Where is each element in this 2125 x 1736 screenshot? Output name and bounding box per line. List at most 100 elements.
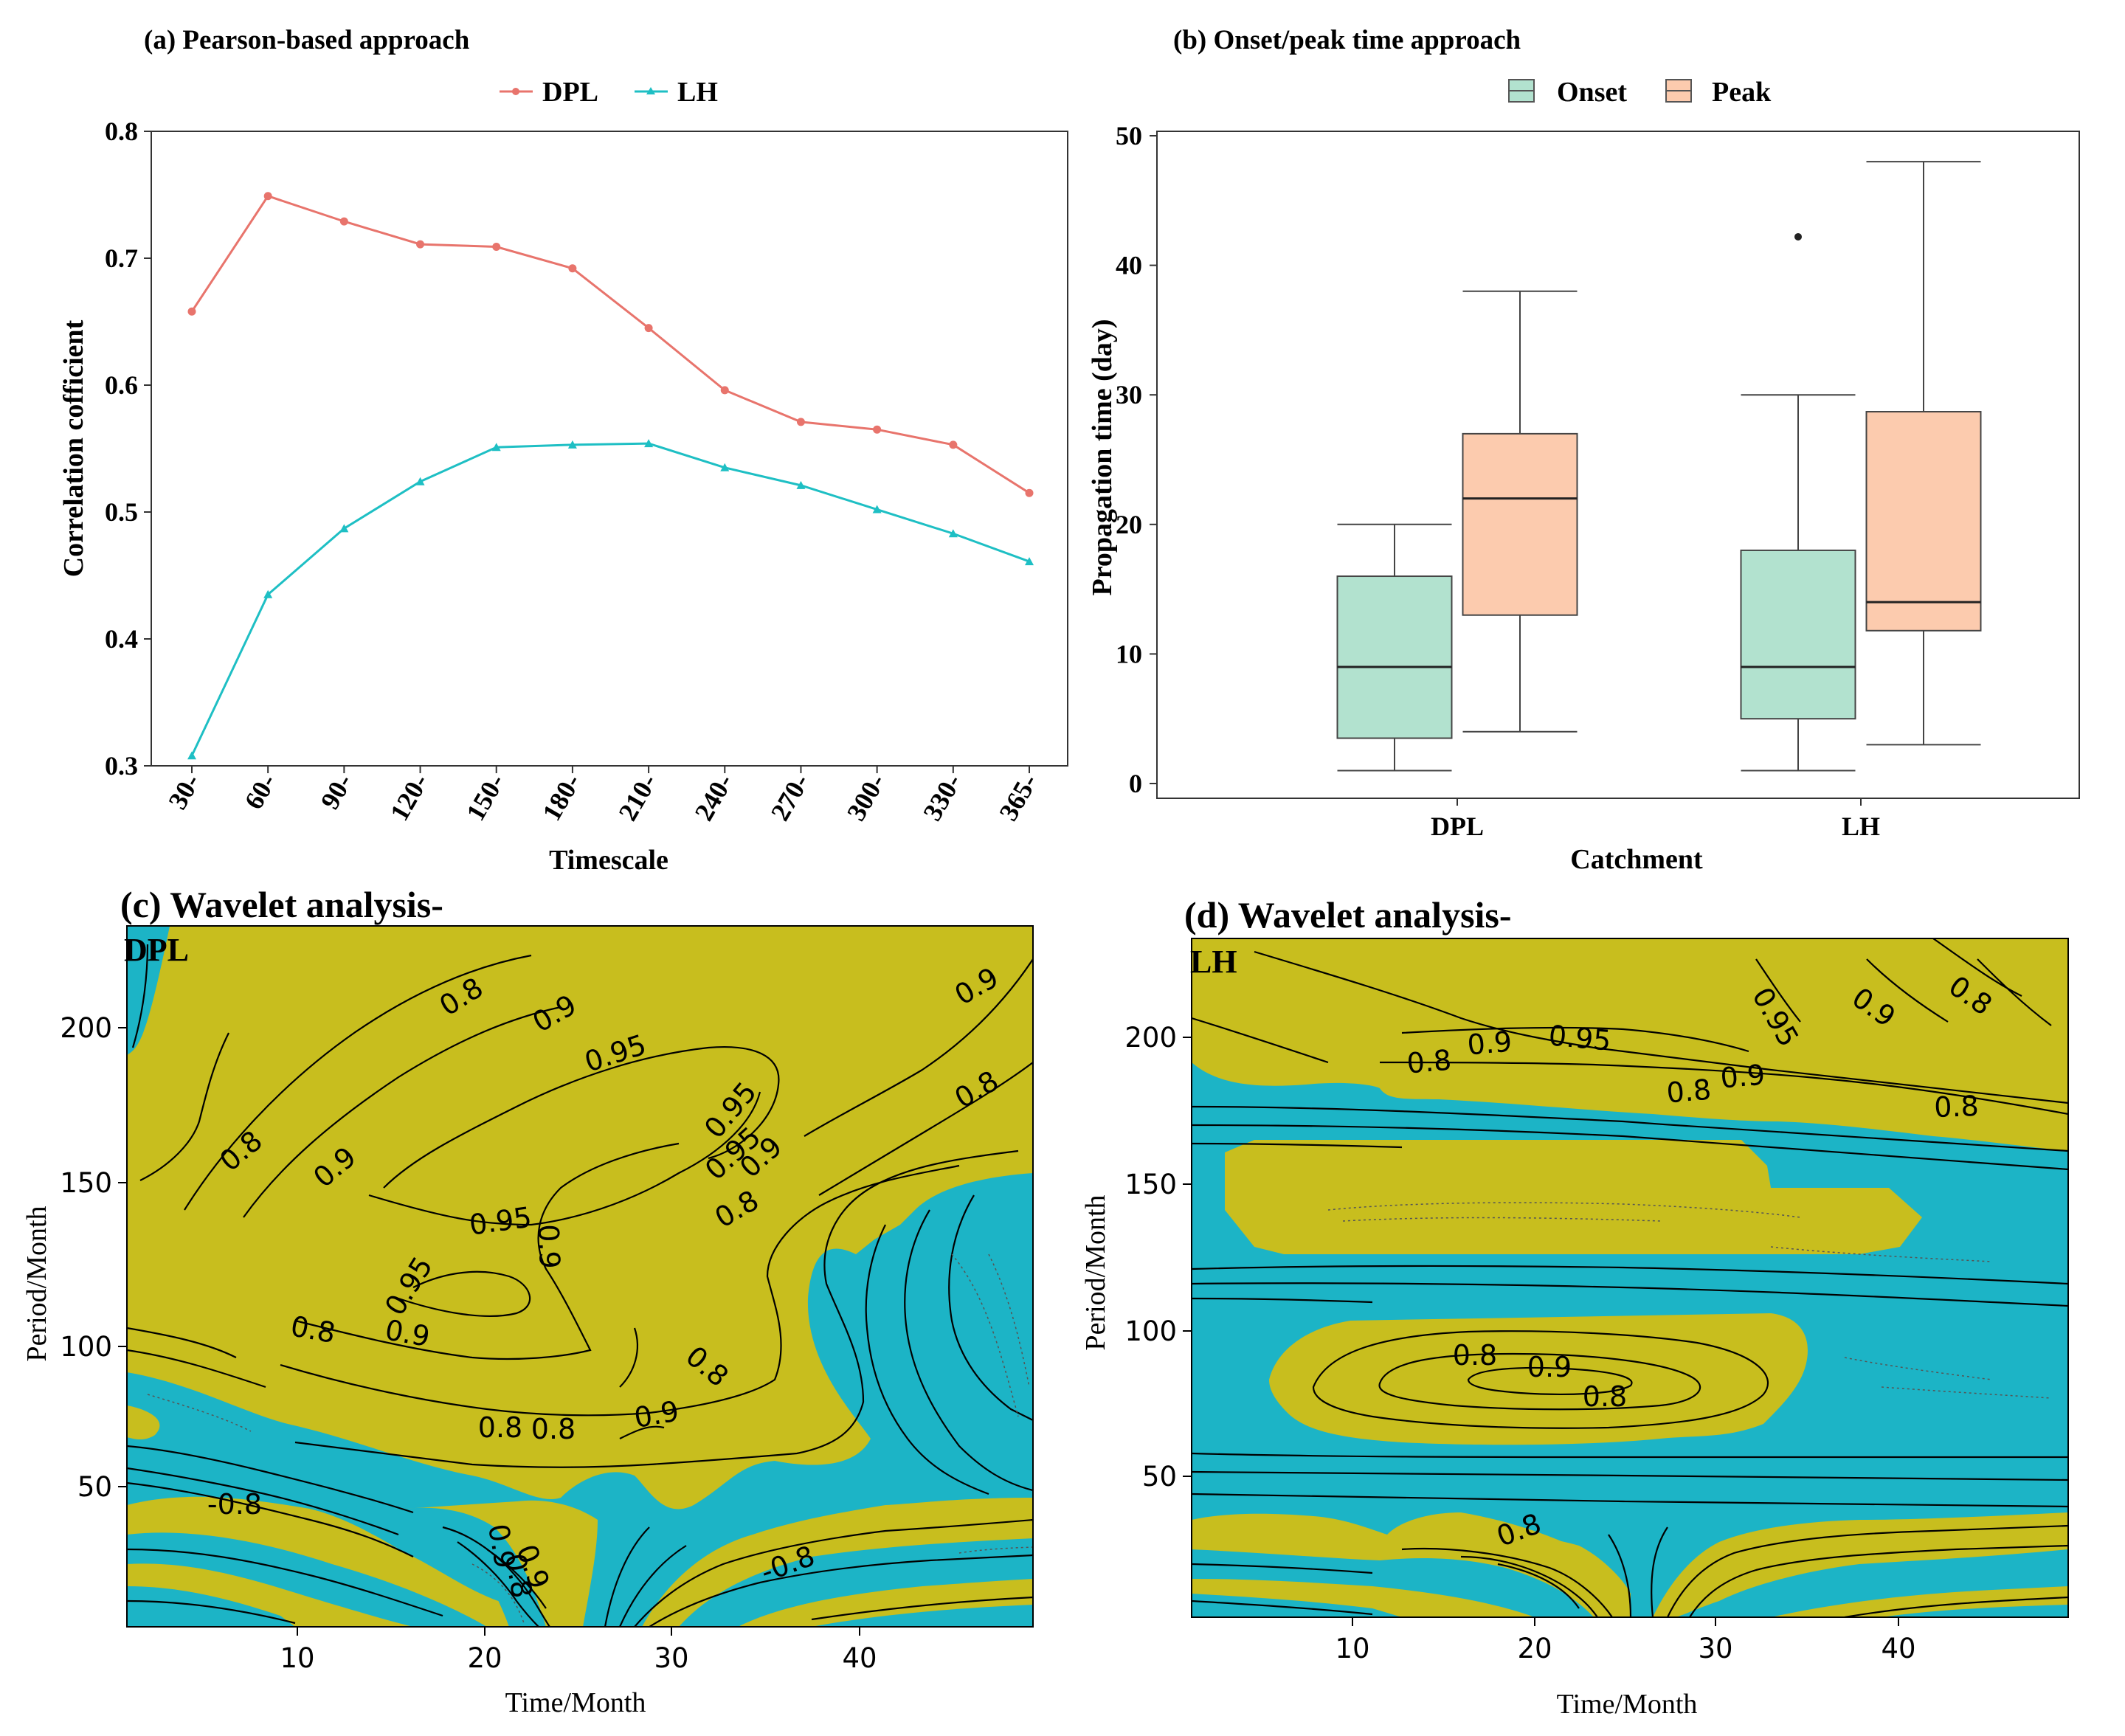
panel-c-wavelet-dpl: (c) Wavelet analysis-	[21, 884, 1034, 1718]
high-coherence-blob-85	[1269, 1313, 1808, 1445]
data-point-lh	[872, 505, 882, 513]
data-point-dpl	[416, 240, 425, 249]
xtick-label: 40	[842, 1642, 877, 1674]
panel-a-xtick-label: 150-	[460, 769, 511, 826]
contour-label: 0.9	[1466, 1025, 1513, 1061]
panel-b-xtick-label: DPL	[1431, 812, 1484, 841]
ytick-label: 100	[60, 1331, 112, 1363]
legend-dpl-marker	[512, 88, 519, 95]
panel-c-xlabel: Time/Month	[505, 1687, 646, 1718]
panel-b-ytick-label: 0	[1129, 769, 1142, 798]
panel-c-contour-plot	[127, 926, 1033, 1627]
panel-a-legend: DPL LH	[500, 77, 718, 108]
panel-a-ytick-label: 0.3	[105, 751, 138, 781]
panel-a-xtick-label: 180-	[536, 769, 587, 826]
data-point-lh	[567, 440, 577, 449]
panel-a-xlabel: Timescale	[549, 845, 668, 876]
ytick-label: 200	[1124, 1022, 1177, 1054]
legend-peak-label: Peak	[1712, 77, 1772, 108]
box-peak-lh	[1865, 411, 1982, 632]
ytick-label: 200	[60, 1012, 112, 1044]
panel-d-wavelet-lh: (d) Wavelet analysis-	[1080, 894, 2069, 1720]
ytick-label: 150	[60, 1167, 112, 1199]
panel-a-ylabel: Correlation cofficient	[58, 319, 89, 577]
data-point-lh	[491, 443, 501, 452]
data-point-dpl	[492, 243, 501, 252]
panel-c-title: (c) Wavelet analysis-	[120, 884, 443, 925]
xtick-label: 20	[467, 1642, 502, 1674]
xtick-label: 40	[1881, 1633, 1915, 1664]
ytick-label: 50	[1142, 1461, 1177, 1493]
xtick-label: 10	[1335, 1633, 1369, 1664]
panel-b-ytick-label: 50	[1116, 121, 1142, 151]
panel-a-xtick-label: 120-	[384, 769, 435, 826]
contour-label: 0.9	[1527, 1351, 1572, 1383]
panel-a-ytick-label: 0.8	[105, 117, 138, 146]
legend-onset-label: Onset	[1557, 77, 1627, 108]
data-point-dpl	[796, 418, 805, 426]
panel-b-ytick-label: 20	[1116, 510, 1142, 539]
contour-label: 0.95	[1547, 1019, 1612, 1057]
panel-c-subtitle: DPL	[124, 932, 189, 968]
panel-a-xtick-label: 30-	[162, 769, 206, 815]
xtick-label: 30	[1698, 1633, 1732, 1664]
contour-label: 0.9	[532, 1224, 566, 1270]
box-onset-dpl	[1336, 575, 1453, 739]
data-point-dpl	[263, 192, 272, 201]
xtick-label: 10	[280, 1642, 314, 1674]
data-point-dpl	[1025, 488, 1034, 497]
panel-b-xtick-label: LH	[1842, 812, 1880, 841]
panel-b-title: (b) Onset/peak time approach	[1173, 25, 1521, 55]
high-coherence-region	[127, 926, 1033, 1510]
high-coherence-band-top	[1192, 938, 2068, 1151]
contour-label: 0.8	[531, 1413, 576, 1445]
panel-a-xtick-label: 240-	[689, 769, 739, 826]
panel-b-frame	[1156, 131, 2080, 799]
contour-label: 0.8	[1453, 1339, 1497, 1372]
panel-d-contour-plot	[1192, 938, 2068, 1617]
contour-label: 0.8	[499, 1551, 539, 1600]
panel-d-subtitle: LH	[1190, 944, 1237, 980]
panel-a-title: (a) Pearson-based approach	[144, 25, 470, 55]
data-point-dpl	[339, 217, 348, 226]
ytick-label: 50	[77, 1471, 112, 1503]
panel-a-ytick-label: 0.4	[105, 624, 138, 654]
panel-c-frame	[126, 925, 1034, 1628]
data-point-lh	[187, 751, 196, 760]
contour-label: 0.8	[1934, 1090, 1980, 1124]
panel-b-onset-peak: (b) Onset/peak time approach Onset Peak …	[1087, 25, 2080, 875]
panel-a-xtick-label: 365-	[993, 769, 1043, 826]
panel-b-ytick-label: 40	[1116, 251, 1142, 280]
contour-label: 0.8	[1406, 1043, 1453, 1079]
data-point-dpl	[568, 264, 577, 273]
panel-a-frame	[151, 131, 1068, 767]
contour-lines	[1192, 938, 2068, 1617]
series-line-lh	[190, 442, 1030, 756]
panel-a-ytick-label: 0.7	[105, 243, 138, 273]
contour-label: 0.8	[1665, 1073, 1713, 1109]
contour-label: 0.9	[383, 1313, 432, 1353]
panel-d-title: (d) Wavelet analysis-	[1184, 894, 1512, 936]
panel-a-xtick-label: 60-	[238, 769, 282, 815]
panel-d-ylabel: Period/Month	[1080, 1194, 1111, 1350]
panel-a-xtick-label: 270-	[765, 769, 815, 826]
panel-b-ylabel: Propagation time (day)	[1087, 319, 1118, 595]
data-point-lh	[720, 463, 730, 471]
xtick-label: 30	[654, 1642, 688, 1674]
xtick-label: 20	[1517, 1633, 1552, 1664]
data-point-lh	[644, 439, 654, 448]
panel-a-xtick-label: 210-	[612, 769, 663, 826]
contour-lines	[127, 944, 1033, 1627]
contour-label: 0.8	[478, 1411, 522, 1444]
data-point-dpl	[873, 425, 882, 434]
contour-label: 0.8	[288, 1310, 338, 1349]
box-onset-lh	[1740, 549, 1856, 720]
panel-a-xtick-label: 90-	[315, 769, 359, 815]
contour-label: 0.9	[1719, 1058, 1766, 1094]
data-point-dpl	[720, 386, 729, 395]
box-peak-dpl	[1462, 432, 1578, 616]
series-line-dpl	[190, 194, 1030, 494]
data-point-lh	[263, 589, 273, 598]
panel-a-ytick-label: 0.6	[105, 370, 138, 400]
panel-a-xtick-label: 330-	[917, 769, 967, 826]
